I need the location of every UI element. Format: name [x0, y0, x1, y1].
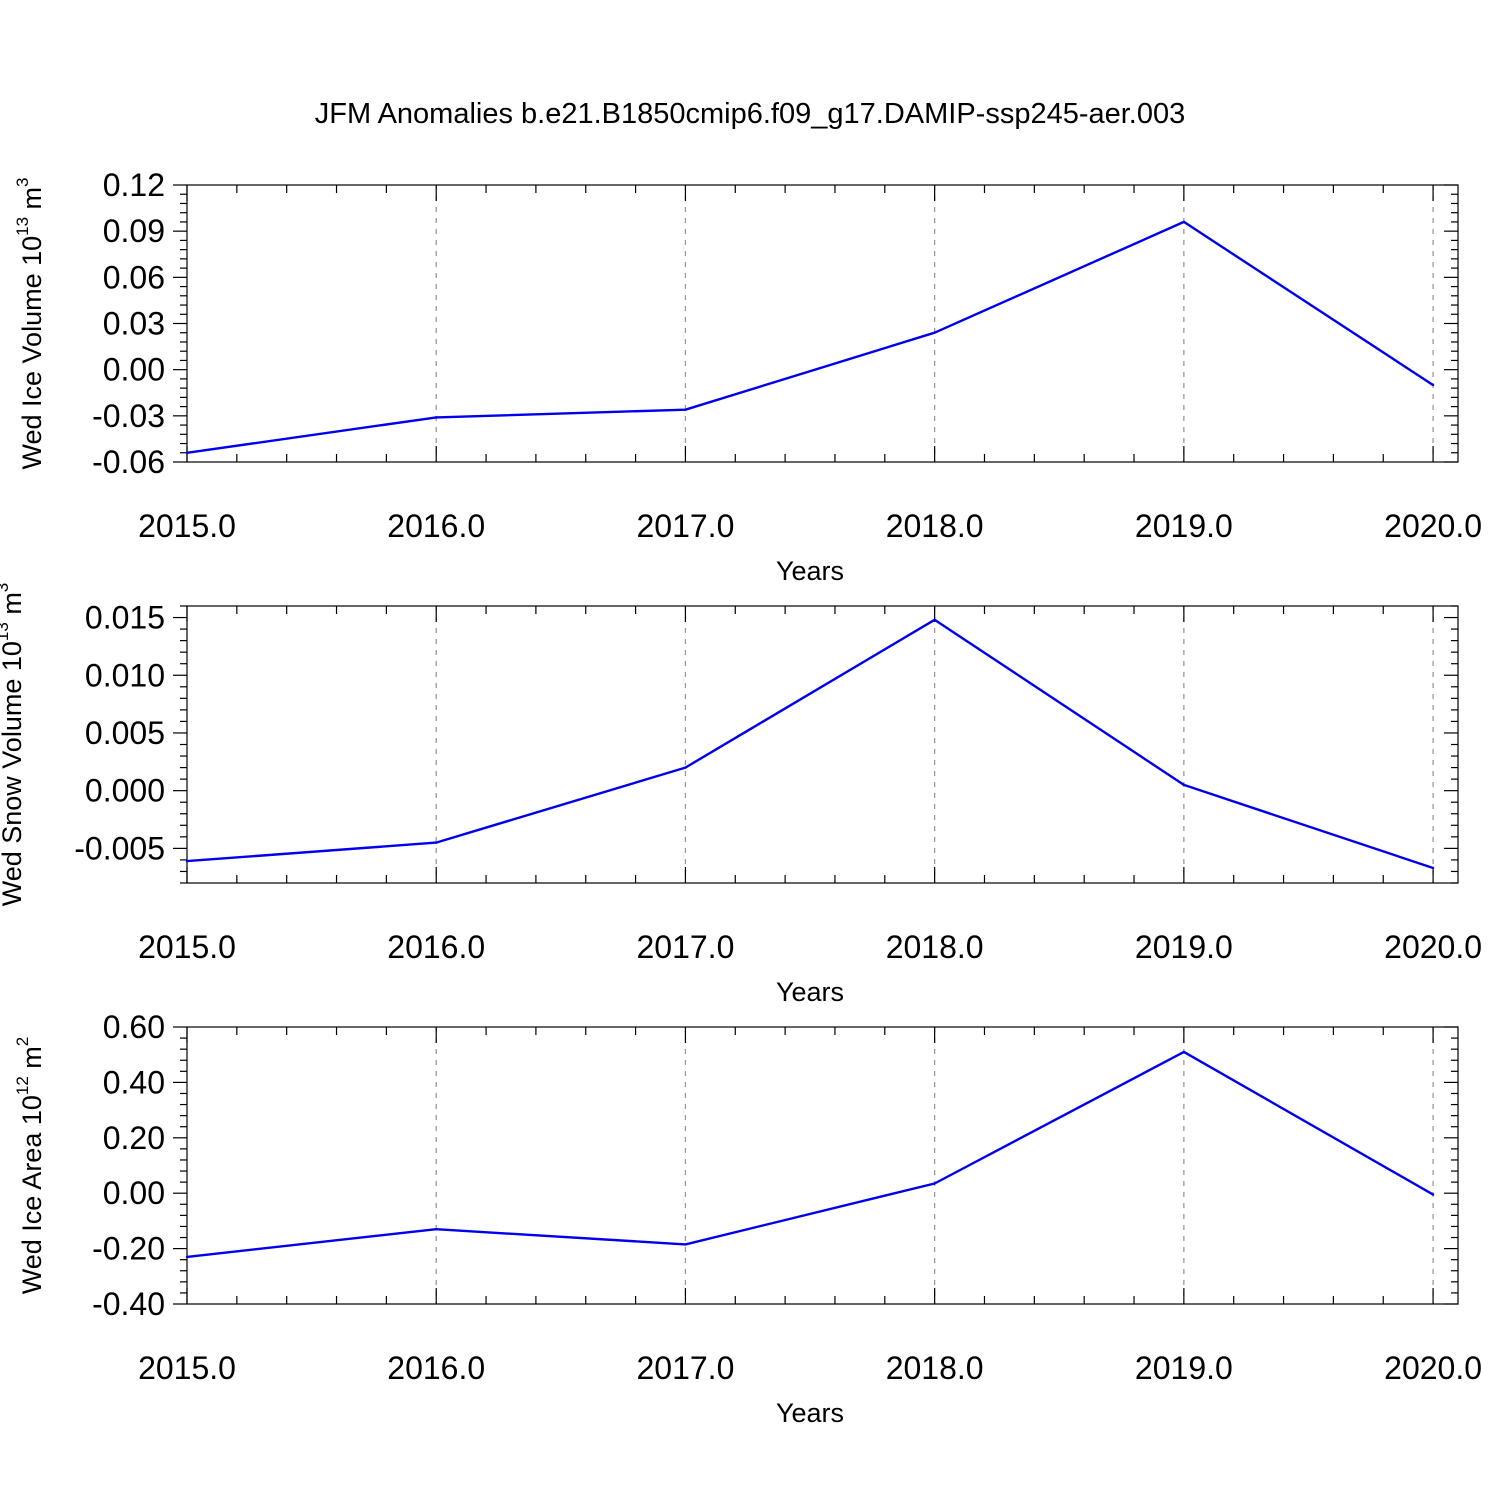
y-tick-label: -0.005	[74, 830, 165, 866]
y-axis-label: Wed Snow Volume 1013 m3	[0, 583, 27, 907]
y-axis-label-exp: 12	[13, 1076, 32, 1095]
data-point	[185, 859, 189, 863]
y-tick-label: 0.03	[103, 306, 165, 342]
y-tick-label: -0.40	[92, 1286, 165, 1322]
y-axis-label-main: Wed Ice Area 10	[17, 1095, 47, 1294]
y-tick-label: 0.06	[103, 259, 165, 295]
y-tick-label: 0.40	[103, 1064, 165, 1100]
x-tick-label: 2016.0	[387, 508, 485, 544]
data-point	[1431, 866, 1435, 870]
data-point	[185, 451, 189, 454]
y-tick-label: 0.00	[103, 1175, 165, 1211]
y-tick-label: 0.010	[85, 657, 165, 693]
x-tick-label: 2019.0	[1135, 1350, 1233, 1386]
x-axis-label: Years	[776, 1398, 844, 1428]
y-axis-label-exp: 13	[13, 217, 32, 236]
y-axis-label-exp: 13	[0, 622, 12, 641]
x-tick-label: 2019.0	[1135, 508, 1233, 544]
x-tick-label: 2016.0	[387, 1350, 485, 1386]
plot-frame	[186, 1026, 1459, 1305]
x-tick-label: 2020.0	[1384, 929, 1482, 965]
panel-1: -0.06 -0.03 0.00 0.03 0.06 0.09 0.12 2015.0 2016…	[13, 167, 1482, 586]
x-tick-label: 2019.0	[1135, 929, 1233, 965]
panels: -0.06 -0.03 0.00 0.03 0.06 0.09 0.12 2015.0 2016…	[0, 167, 1482, 1428]
y-tick-label: 0.09	[103, 213, 165, 249]
data-point	[933, 1182, 936, 1185]
y-axis-label-unit: m	[0, 592, 27, 622]
series-line	[186, 220, 1434, 454]
y-axis-label: Wed Ice Volume 1013 m3	[13, 177, 47, 469]
y-tick-label: -0.03	[92, 398, 165, 434]
x-tick-label: 2017.0	[636, 1350, 734, 1386]
y-axis-label-main: Wed Snow Volume 10	[0, 641, 27, 906]
y-tick-label: 0.005	[85, 715, 165, 751]
panel-3: -0.40 -0.20 0.00 0.20 0.40 0.60 2015.0 2016.0 20…	[13, 1009, 1482, 1428]
figure-title: JFM Anomalies b.e21.B1850cmip6.f09_g17.D…	[315, 98, 1186, 130]
plot-frame	[186, 184, 1459, 463]
x-tick-label: 2018.0	[886, 929, 984, 965]
series-line	[186, 618, 1434, 870]
data-point	[684, 408, 687, 411]
data-point	[1182, 220, 1186, 224]
x-axis-label: Years	[776, 977, 844, 1007]
data-point	[185, 1255, 189, 1259]
x-tick-label: 2015.0	[138, 508, 236, 544]
y-axis-label-unit-exp: 3	[0, 583, 12, 592]
x-tick-label: 2018.0	[886, 1350, 984, 1386]
x-axis-label: Years	[776, 556, 844, 586]
data-point	[435, 841, 438, 844]
y-tick-label: 0.000	[85, 773, 165, 809]
data-point	[1182, 1050, 1186, 1054]
plot-frame	[186, 605, 1459, 884]
x-tick-label: 2020.0	[1384, 1350, 1482, 1386]
data-point	[933, 618, 936, 622]
x-tick-label: 2017.0	[636, 508, 734, 544]
data-point	[435, 416, 438, 419]
x-tick-label: 2015.0	[138, 1350, 236, 1386]
y-axis-label-main: Wed Ice Volume 10	[17, 236, 47, 470]
data-point	[684, 1243, 687, 1246]
y-tick-label: 0.20	[103, 1120, 165, 1156]
y-axis-label-unit: m	[17, 187, 47, 217]
y-axis-label-unit-exp: 3	[13, 177, 32, 186]
y-tick-label: -0.06	[92, 444, 165, 480]
data-point	[684, 766, 687, 769]
x-tick-label: 2016.0	[387, 929, 485, 965]
panel-2: -0.005 0.000 0.005 0.010 0.015 2015.0 2016.0 20…	[0, 583, 1482, 1007]
y-tick-label: -0.20	[92, 1231, 165, 1267]
y-tick-label: 0.12	[103, 167, 165, 203]
x-tick-label: 2015.0	[138, 929, 236, 965]
y-axis-label: Wed Ice Area 1012 m2	[13, 1037, 47, 1295]
data-point	[933, 331, 936, 334]
y-axis-label-unit-exp: 2	[13, 1037, 32, 1046]
data-point	[1431, 383, 1435, 387]
x-tick-label: 2020.0	[1384, 508, 1482, 544]
y-tick-label: 0.00	[103, 352, 165, 388]
y-tick-label: 0.60	[103, 1009, 165, 1045]
data-point	[435, 1228, 438, 1231]
y-tick-label: 0.015	[85, 600, 165, 636]
y-axis-label-unit: m	[17, 1046, 47, 1076]
x-tick-label: 2018.0	[886, 508, 984, 544]
data-point	[1182, 783, 1186, 787]
data-point	[1431, 1193, 1435, 1196]
series-line	[186, 1050, 1434, 1259]
x-tick-label: 2017.0	[636, 929, 734, 965]
